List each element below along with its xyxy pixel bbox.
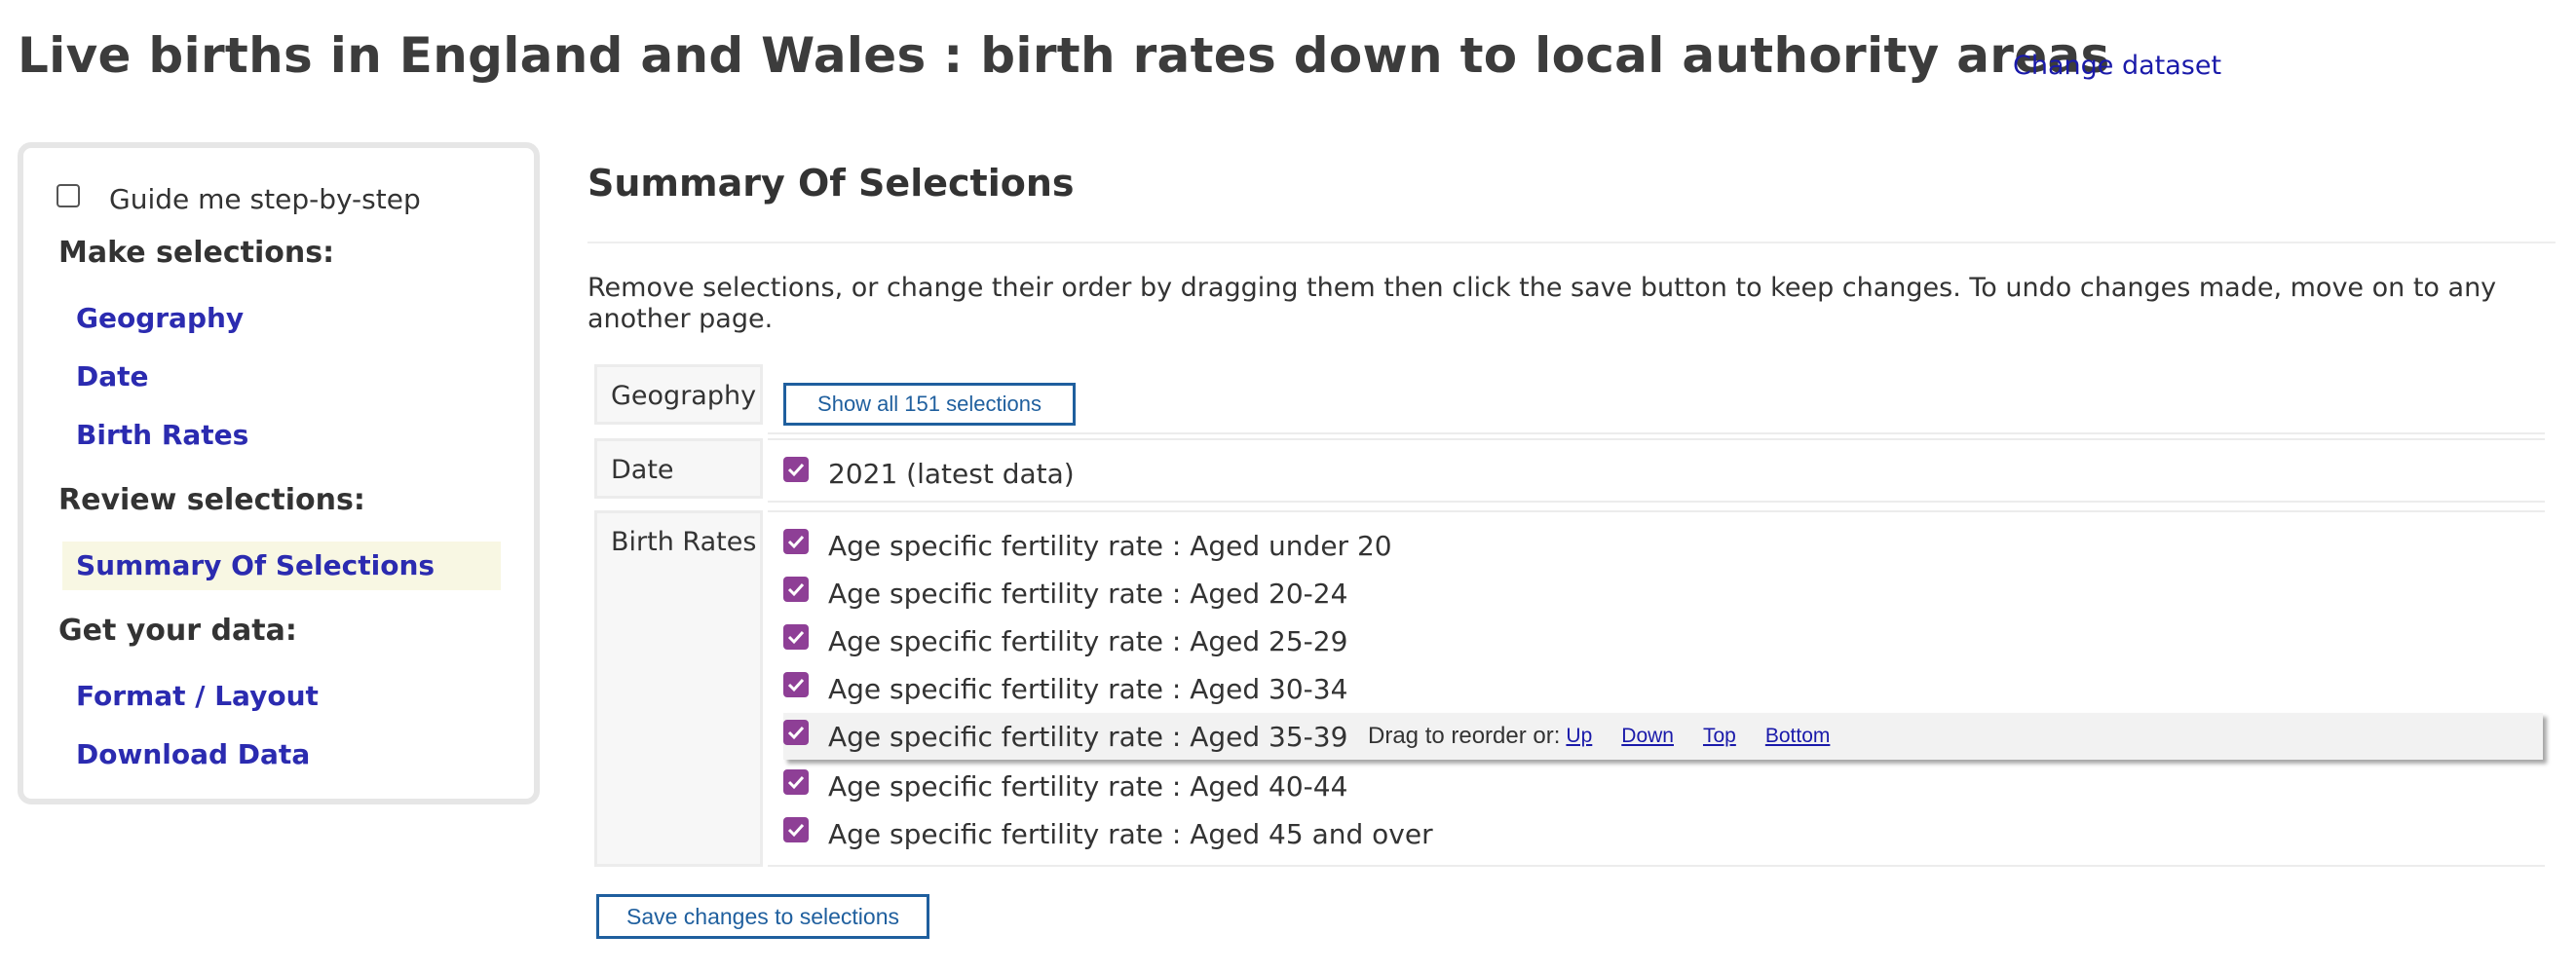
checkmark-icon <box>787 630 805 645</box>
selection-label: Age specific fertility rate : Aged under… <box>828 529 1392 562</box>
checkbox-checked[interactable] <box>783 577 809 602</box>
move-up-link[interactable]: Up <box>1566 725 1593 747</box>
row-label-birth-rates: Birth Rates <box>594 510 763 867</box>
checkbox-checked[interactable] <box>783 529 809 554</box>
row-label-geography: Geography <box>594 364 763 425</box>
checkbox-checked[interactable] <box>783 624 809 650</box>
selection-label: 2021 (latest data) <box>828 457 1075 490</box>
sidebar: Guide me step-by-step Make selections: G… <box>18 142 540 804</box>
dragged-selection-item[interactable]: Age specific fertility rate : Aged 35-39… <box>783 713 2543 760</box>
checkmark-icon <box>787 726 805 740</box>
selection-item[interactable]: Age specific fertility rate : Aged 30-34 <box>783 665 1347 712</box>
make-selections-heading: Make selections: <box>58 236 335 270</box>
selection-item[interactable]: Age specific fertility rate : Aged 40-44 <box>783 763 1347 809</box>
checkbox-checked[interactable] <box>783 769 809 795</box>
row-geography: Show all 151 selections <box>768 364 2545 434</box>
row-date: 2021 (latest data) <box>768 438 2545 503</box>
selection-label: Age specific fertility rate : Aged 45 an… <box>828 817 1433 850</box>
checkmark-icon <box>787 582 805 597</box>
move-down-link[interactable]: Down <box>1621 725 1674 747</box>
checkbox-checked[interactable] <box>783 817 809 842</box>
reorder-controls: Drag to reorder or: Up Down Top Bottom <box>1368 713 1859 760</box>
checkmark-icon <box>787 775 805 790</box>
show-all-selections-button[interactable]: Show all 151 selections <box>783 383 1076 426</box>
sidebar-item-geography[interactable]: Geography <box>76 302 245 334</box>
checkmark-icon <box>787 678 805 692</box>
selection-label: Age specific fertility rate : Aged 35-39 <box>828 720 1348 753</box>
selection-item[interactable]: Age specific fertility rate : Aged 45 an… <box>783 810 1433 857</box>
move-bottom-link[interactable]: Bottom <box>1764 725 1831 747</box>
drag-hint: Drag to reorder or: <box>1368 723 1561 749</box>
guide-checkbox[interactable] <box>57 183 80 207</box>
selection-label: Age specific fertility rate : Aged 30-34 <box>828 672 1348 705</box>
checkmark-icon <box>787 535 805 549</box>
selection-label: Age specific fertility rate : Aged 40-44 <box>828 769 1348 803</box>
guide-toggle[interactable]: Guide me step-by-step <box>57 179 421 215</box>
change-dataset-link[interactable]: Change dataset <box>2013 51 2222 81</box>
save-changes-button[interactable]: Save changes to selections <box>596 894 929 939</box>
selection-item[interactable]: Age specific fertility rate : Aged 35-39 <box>783 713 1347 760</box>
selection-item[interactable]: Age specific fertility rate : Aged 25-29 <box>783 617 1347 664</box>
review-selections-heading: Review selections: <box>58 483 365 517</box>
guide-label: Guide me step-by-step <box>109 183 421 215</box>
sidebar-item-format-layout[interactable]: Format / Layout <box>76 680 319 712</box>
selection-item[interactable]: Age specific fertility rate : Aged under… <box>783 522 1392 569</box>
get-data-heading: Get your data: <box>58 614 297 648</box>
selection-label: Age specific fertility rate : Aged 25-29 <box>828 624 1348 657</box>
sidebar-item-summary[interactable]: Summary Of Selections <box>62 542 501 590</box>
selection-label: Age specific fertility rate : Aged 20-24 <box>828 577 1348 610</box>
row-label-date: Date <box>594 438 763 499</box>
instructions-text: Remove selections, or change their order… <box>587 273 2497 334</box>
divider <box>587 242 2556 243</box>
selection-item[interactable]: 2021 (latest data) <box>783 450 1075 497</box>
checkmark-icon <box>787 823 805 838</box>
sidebar-item-birth-rates[interactable]: Birth Rates <box>76 419 249 451</box>
sidebar-item-date[interactable]: Date <box>76 360 149 393</box>
row-birth-rates: Age specific fertility rate : Aged under… <box>768 510 2545 867</box>
checkbox-checked[interactable] <box>783 720 809 745</box>
move-top-link[interactable]: Top <box>1702 725 1736 747</box>
section-title: Summary Of Selections <box>587 162 1075 205</box>
sidebar-item-download-data[interactable]: Download Data <box>76 738 311 770</box>
checkmark-icon <box>787 463 805 477</box>
checkbox-checked[interactable] <box>783 457 809 482</box>
selection-item[interactable]: Age specific fertility rate : Aged 20-24 <box>783 570 1347 617</box>
checkbox-checked[interactable] <box>783 672 809 697</box>
page-title: Live births in England and Wales : birth… <box>18 27 2110 84</box>
